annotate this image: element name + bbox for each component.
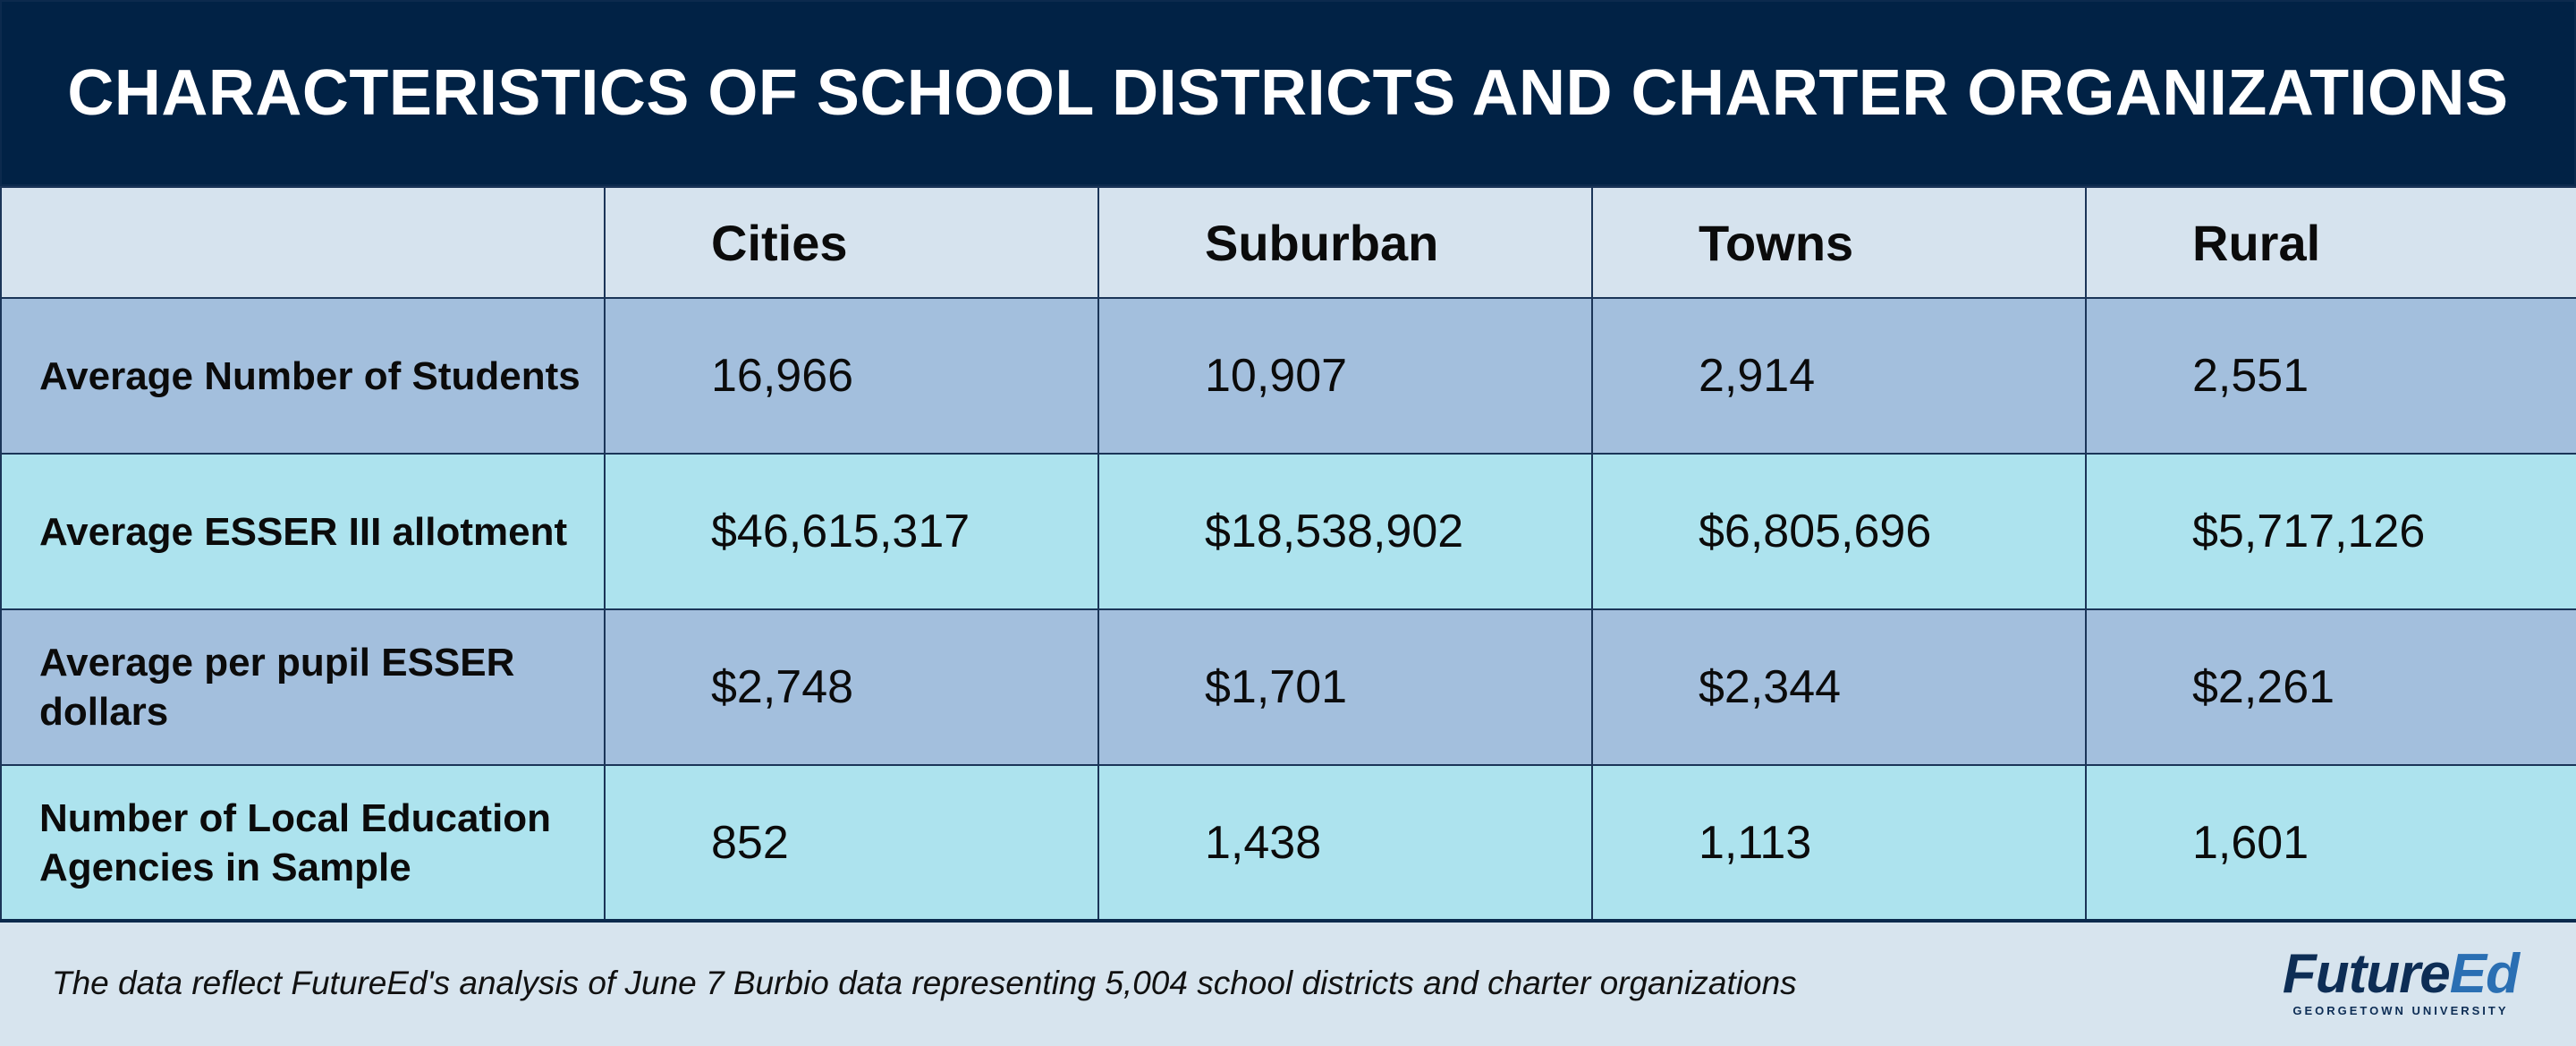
table-cell: $2,748	[604, 608, 1099, 766]
table-cell: 852	[604, 764, 1099, 923]
futureed-logo: FutureEd GEORGETOWN UNIVERSITY	[2283, 947, 2520, 1018]
table-cell: $5,717,126	[2085, 453, 2576, 610]
page-title: CHARACTERISTICS OF SCHOOL DISTRICTS AND …	[67, 57, 2509, 129]
table-cell: $1,701	[1097, 608, 1593, 766]
row-label-lea-count: Number of Local Education Agencies in Sa…	[0, 764, 606, 923]
table-cell: 1,113	[1591, 764, 2087, 923]
footer-note: The data reflect FutureEd's analysis of …	[52, 965, 1797, 1001]
table-cell: $46,615,317	[604, 453, 1099, 610]
row-label-per-pupil-dollars: Average per pupil ESSER dollars	[0, 608, 606, 766]
column-header-empty	[0, 186, 606, 299]
logo-wordmark: FutureEd	[2283, 947, 2520, 1002]
table-cell: 1,438	[1097, 764, 1593, 923]
title-bar: CHARACTERISTICS OF SCHOOL DISTRICTS AND …	[0, 0, 2576, 186]
table-row: Number of Local Education Agencies in Sa…	[0, 764, 2576, 923]
table-cell: 2,914	[1591, 297, 2087, 455]
column-header-cities: Cities	[604, 186, 1099, 299]
logo-subtitle: GEORGETOWN UNIVERSITY	[2292, 1004, 2509, 1017]
table-header-row: Cities Suburban Towns Rural	[0, 186, 2576, 299]
row-label-average-students: Average Number of Students	[0, 297, 606, 455]
logo-word-ed: Ed	[2449, 943, 2520, 1005]
row-label-esser-allotment: Average ESSER III allotment	[0, 453, 606, 610]
table-cell: 2,551	[2085, 297, 2576, 455]
table-cell: $6,805,696	[1591, 453, 2087, 610]
table-cell: 16,966	[604, 297, 1099, 455]
column-header-rural: Rural	[2085, 186, 2576, 299]
table-row: Average ESSER III allotment $46,615,317 …	[0, 453, 2576, 610]
table-row: Average Number of Students 16,966 10,907…	[0, 297, 2576, 455]
table-cell: 1,601	[2085, 764, 2576, 923]
table-cell: $18,538,902	[1097, 453, 1593, 610]
column-header-suburban: Suburban	[1097, 186, 1593, 299]
table-cell: 10,907	[1097, 297, 1593, 455]
data-table: Cities Suburban Towns Rural Average Numb…	[0, 186, 2576, 923]
table-row: Average per pupil ESSER dollars $2,748 $…	[0, 608, 2576, 766]
table-cell: $2,261	[2085, 608, 2576, 766]
logo-word-future: Future	[2282, 943, 2451, 1005]
table-cell: $2,344	[1591, 608, 2087, 766]
column-header-towns: Towns	[1591, 186, 2087, 299]
